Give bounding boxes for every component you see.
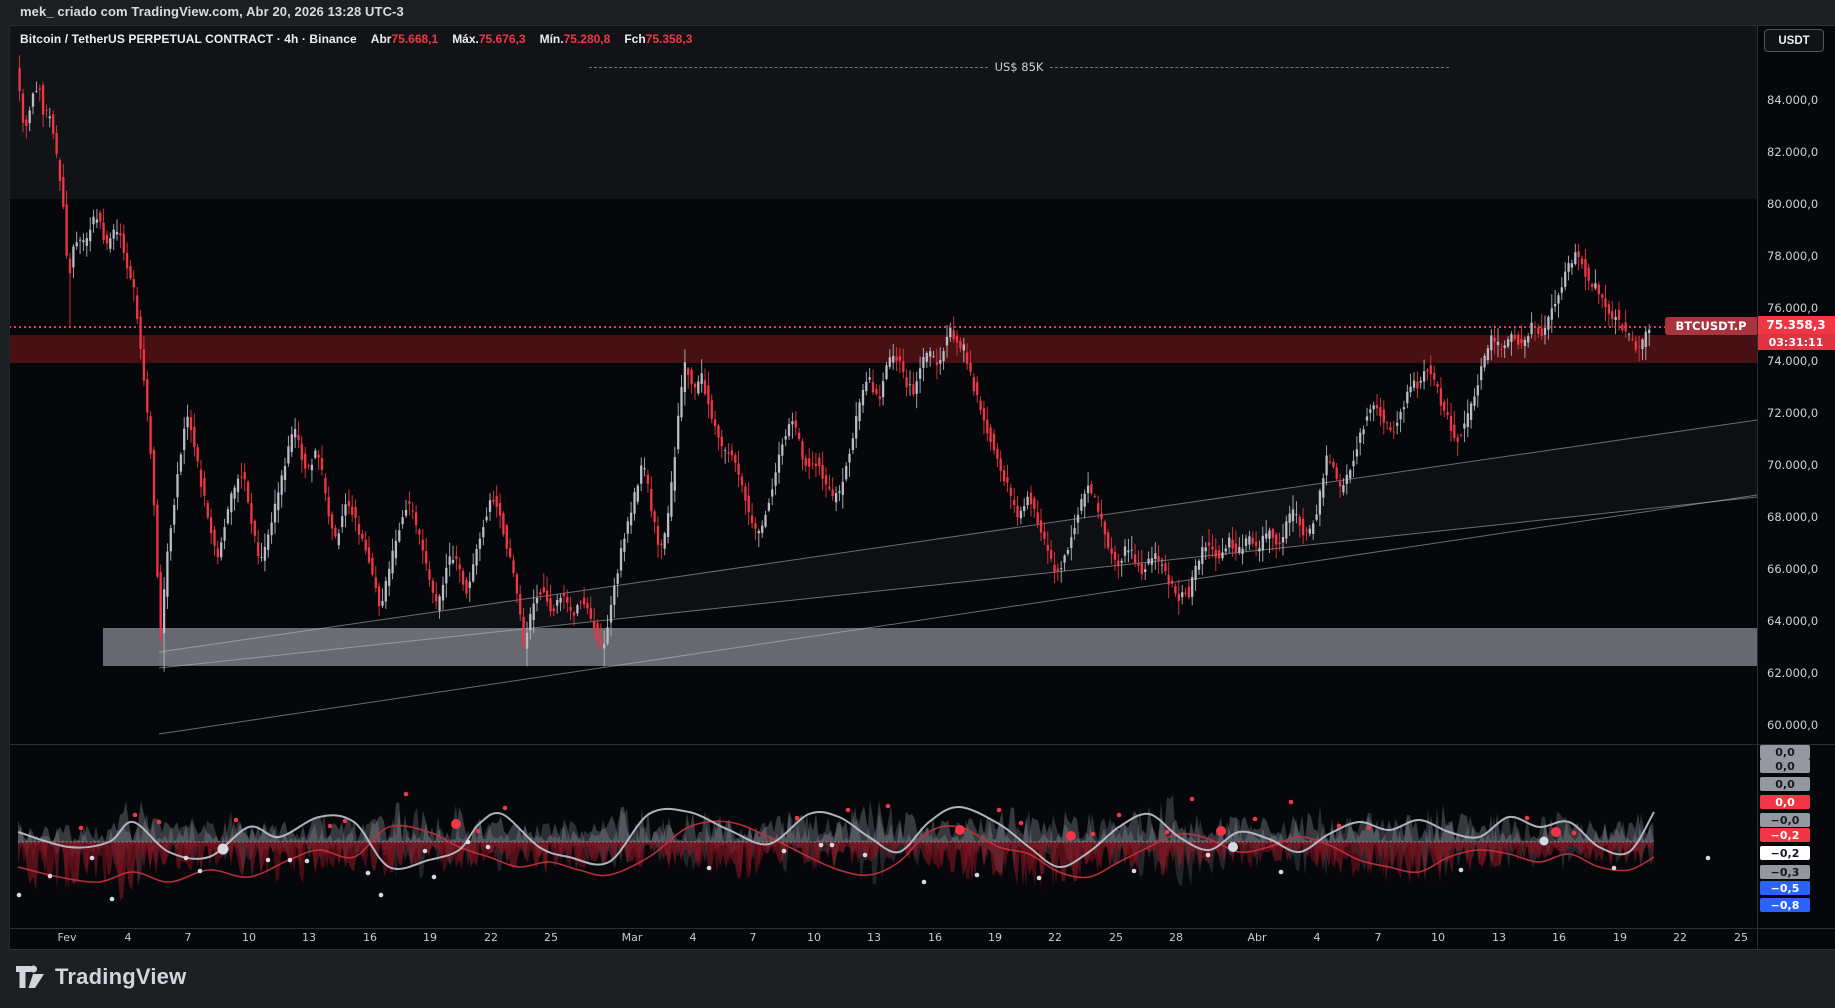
price-axis-label: 68.000,0	[1767, 510, 1819, 524]
time-axis-label: 13	[1492, 931, 1506, 944]
symbol-title[interactable]: Bitcoin / TetherUS PERPETUAL CONTRACT · …	[20, 32, 357, 46]
ohlc-field: Abr75.668,1	[370, 32, 439, 46]
price-axis-label: 74.000,0	[1767, 354, 1819, 368]
time-axis-label: 4	[689, 931, 697, 944]
ohlc-field: Máx.75.676,3	[452, 32, 526, 46]
time-axis-label: 16	[363, 931, 377, 944]
indicator-value-label: 0,0	[1760, 745, 1810, 759]
price-axis-label: 62.000,0	[1767, 666, 1819, 680]
time-axis-label: 7	[184, 931, 192, 944]
time-axis-label: 22	[1673, 931, 1687, 944]
price-axis-label: 82.000,0	[1767, 145, 1819, 159]
frame-top-line	[9, 25, 1835, 26]
price-axis-label: 60.000,0	[1767, 718, 1819, 732]
time-axis-label: Fev	[57, 931, 77, 944]
price-axis-label: 78.000,0	[1767, 249, 1819, 263]
indicator-value-label: −0,2	[1760, 828, 1810, 842]
price-axis-label: 72.000,0	[1767, 406, 1819, 420]
oscillator	[16, 791, 1711, 902]
dashed-line-left	[589, 66, 988, 68]
time-axis-label: 16	[928, 931, 942, 944]
time-axis-label: 4	[1313, 931, 1321, 944]
time-axis-label: 25	[1734, 931, 1748, 944]
tradingview-logo-icon	[16, 965, 44, 988]
time-axis-label: 22	[484, 931, 498, 944]
ohlc-field: Fch75.358,3	[624, 32, 693, 46]
time-axis-label: 19	[423, 931, 437, 944]
trend-channel	[158, 419, 1758, 735]
upper-shade-zone	[9, 26, 1757, 199]
price-axis-label: 84.000,0	[1767, 93, 1819, 107]
axis-divider	[1757, 25, 1758, 950]
time-axis-label: 19	[988, 931, 1002, 944]
last-price-axis-box: 75.358,3 03:31:11	[1757, 316, 1835, 350]
symbol-legend[interactable]: Bitcoin / TetherUS PERPETUAL CONTRACT · …	[20, 30, 692, 48]
tradingview-logo[interactable]: TradingView	[15, 963, 186, 991]
indicator-value-label: −0,2	[1760, 846, 1810, 860]
bottom-toolbar: TradingView	[0, 950, 1835, 1008]
time-axis-label: 10	[242, 931, 256, 944]
time-axis-label: 10	[807, 931, 821, 944]
indicator-value-label: −0,3	[1760, 865, 1810, 879]
candles	[18, 55, 1651, 672]
dashed-line-right	[1050, 66, 1449, 68]
price-axis-label: 80.000,0	[1767, 197, 1819, 211]
watermark-text: mek_ criado com TradingView.com, Abr 20,…	[20, 4, 404, 19]
price-axis-label: 70.000,0	[1767, 458, 1819, 472]
price-axis-label: 64.000,0	[1767, 614, 1819, 628]
time-axis-label: 10	[1431, 931, 1445, 944]
frame-bottom-line	[9, 949, 1835, 950]
time-axis-label: 28	[1169, 931, 1183, 944]
time-axis-label: 22	[1048, 931, 1062, 944]
indicator-value-label: −0,0	[1760, 813, 1810, 827]
last-price-value: 75.358,3	[1757, 316, 1835, 334]
time-axis-label: 25	[544, 931, 558, 944]
currency-toggle-button[interactable]: USDT	[1764, 29, 1824, 52]
indicator-value-label: 0,0	[1760, 795, 1810, 809]
resistance-zone	[9, 335, 1757, 363]
tradingview-wordmark: TradingView	[55, 964, 187, 989]
pane-divider[interactable]	[9, 744, 1835, 745]
ohlc-field: Mín.75.280,8	[539, 32, 611, 46]
timeline-divider	[9, 928, 1835, 929]
candlestick-plot[interactable]	[9, 25, 1835, 950]
time-axis-label: 13	[302, 931, 316, 944]
price-axis[interactable]: 84.000,0 82.000,0 80.000,0 78.000,0 76.000,0…	[1757, 25, 1835, 950]
indicator-value-label: 0,0	[1760, 759, 1810, 773]
frame-left-line	[9, 25, 10, 950]
time-axis-label: 16	[1552, 931, 1566, 944]
indicator-value-label: −0,8	[1760, 898, 1810, 912]
price-axis-label: 76.000,0	[1767, 301, 1819, 315]
support-zone	[103, 628, 1757, 666]
annotation-label: US$ 85K	[994, 60, 1044, 74]
indicator-value-label: 0,0	[1760, 777, 1810, 791]
time-axis-label: 13	[867, 931, 881, 944]
symbol-price-tag: BTCUSDT.P	[1665, 317, 1757, 335]
indicator-value-label: −0,5	[1760, 881, 1810, 895]
time-axis-label: Mar	[621, 931, 643, 944]
bar-countdown: 03:31:11	[1757, 334, 1835, 350]
chart-area[interactable]: US$ 85K Bitcoin / TetherUS PERPETUAL CON…	[9, 25, 1835, 950]
price-axis-label: 66.000,0	[1767, 562, 1819, 576]
time-axis[interactable]: Fev 4 7 10 13 16 19 22 25 Mar 4 7 10 13 16 19 22 25 28 Abr 4…	[9, 928, 1835, 950]
time-axis-label: Abr	[1247, 931, 1267, 944]
watermark-bar: mek_ criado com TradingView.com, Abr 20,…	[0, 0, 1835, 25]
time-axis-label: 7	[749, 931, 757, 944]
time-axis-label: 4	[124, 931, 132, 944]
time-axis-label: 7	[1374, 931, 1382, 944]
last-price-dotted-line	[9, 326, 1757, 328]
time-axis-label: 19	[1613, 931, 1627, 944]
time-axis-label: 25	[1109, 931, 1123, 944]
price-annotation-85k: US$ 85K	[589, 60, 1449, 74]
ohlc-values: Abr75.668,1 Máx.75.676,3 Mín.75.280,8 Fch75…	[371, 32, 693, 46]
